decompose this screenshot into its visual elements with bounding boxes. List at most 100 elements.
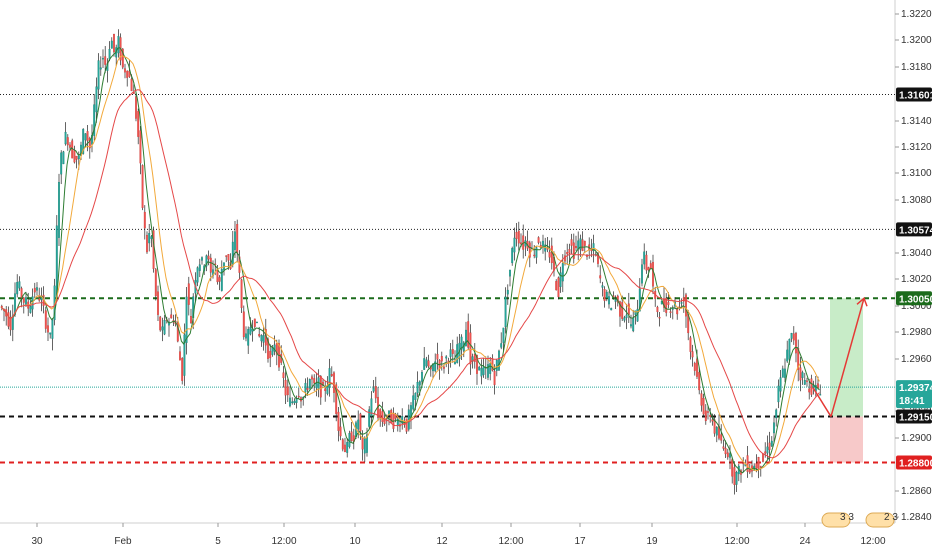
candle-body [157, 291, 159, 315]
candle-body [557, 277, 560, 298]
y-tick-label: 1.31200 [901, 142, 932, 153]
moving-average-line [0, 89, 820, 459]
candle-body [143, 211, 146, 229]
x-tick-label: 24 [799, 536, 811, 547]
candle-body [315, 383, 318, 388]
candle-body [183, 334, 186, 376]
candle-body [209, 257, 212, 273]
candle-body [535, 247, 538, 258]
x-tick-label: 19 [646, 536, 658, 547]
candle-body [645, 254, 648, 271]
candle-body [731, 459, 734, 477]
candle-body [550, 245, 553, 264]
candle-body [533, 254, 536, 257]
candle-body [337, 411, 340, 431]
candle-body [121, 48, 124, 68]
level-badge-label: 1.29150 [899, 413, 932, 424]
candle-body [163, 320, 166, 335]
candle-body [256, 321, 258, 324]
x-tick-label: 30 [31, 536, 43, 547]
candle-body [542, 240, 544, 248]
candle-body [412, 395, 415, 410]
candle-body [544, 244, 547, 252]
target-zone [830, 298, 863, 417]
x-tick-label: 12:00 [271, 536, 296, 547]
candle-body [608, 296, 610, 305]
candle-body [729, 453, 731, 458]
candle-body [786, 349, 789, 362]
candle-body [564, 255, 566, 262]
candle-body [236, 224, 239, 254]
candle-body [135, 96, 137, 119]
candle-body [770, 440, 773, 447]
candle-body [176, 322, 179, 342]
candle-body [88, 138, 91, 149]
candle-body [689, 337, 692, 352]
candle-body [579, 238, 582, 250]
candle-body [313, 378, 316, 384]
candle-body [528, 242, 531, 258]
candle-body [141, 165, 144, 208]
candle-body [656, 306, 659, 313]
candle-body [130, 78, 133, 91]
candle-body [339, 426, 342, 437]
candle-body [784, 368, 786, 378]
candle-body [779, 377, 782, 392]
candle-body [581, 239, 584, 252]
candle-body [260, 335, 263, 342]
candle-body [592, 243, 595, 252]
candle-body [755, 463, 758, 469]
candle-body [58, 182, 60, 238]
y-tick-label: 1.32200 [901, 9, 932, 20]
candle-body [555, 281, 558, 291]
candle-body [66, 137, 69, 146]
candle-body [443, 366, 445, 369]
candle-body [304, 382, 307, 393]
candle-body [93, 104, 96, 136]
candle-body [781, 368, 784, 378]
candle-body [575, 246, 577, 249]
candle-body [201, 257, 203, 261]
candle-body [509, 269, 511, 277]
candle-body [9, 316, 12, 331]
candle-body [132, 92, 135, 94]
candle-body [476, 354, 478, 374]
y-tick-label: 1.29600 [901, 354, 932, 365]
candle-body [247, 329, 250, 346]
arrow-head [856, 297, 868, 307]
x-tick-label: 10 [349, 536, 361, 547]
candle-body [643, 251, 646, 265]
candle-body [205, 255, 208, 267]
candle-body [803, 380, 806, 385]
candle-body [517, 230, 520, 244]
candle-body [227, 254, 230, 261]
candle-body [724, 447, 727, 455]
candle-body [451, 349, 454, 354]
candle-body [504, 296, 507, 327]
y-tick-label: 1.30800 [901, 195, 932, 206]
x-tick-label: 12:00 [498, 536, 523, 547]
candle-body [810, 378, 813, 395]
candle-body [568, 249, 571, 254]
candle-body [381, 411, 384, 422]
candle-body [722, 446, 725, 449]
candle-body [698, 372, 701, 391]
candle-body [790, 333, 793, 339]
candle-body [693, 362, 696, 371]
candle-body [506, 289, 509, 295]
candle-body [18, 281, 21, 289]
projection-up-arrow [830, 298, 865, 417]
candle-body [515, 232, 518, 239]
candle-body [291, 401, 294, 404]
candle-body [297, 395, 300, 398]
current-price-label: 1.29374 [899, 383, 932, 394]
candle-body [348, 433, 351, 447]
candle-body [344, 444, 346, 453]
candle-body [601, 285, 604, 288]
candle-body [150, 236, 153, 239]
level-badge-label: 1.30574 [899, 225, 932, 236]
candle-body [610, 307, 613, 311]
candle-body [511, 248, 514, 264]
candle-body [363, 438, 366, 454]
candle-body [414, 392, 417, 400]
